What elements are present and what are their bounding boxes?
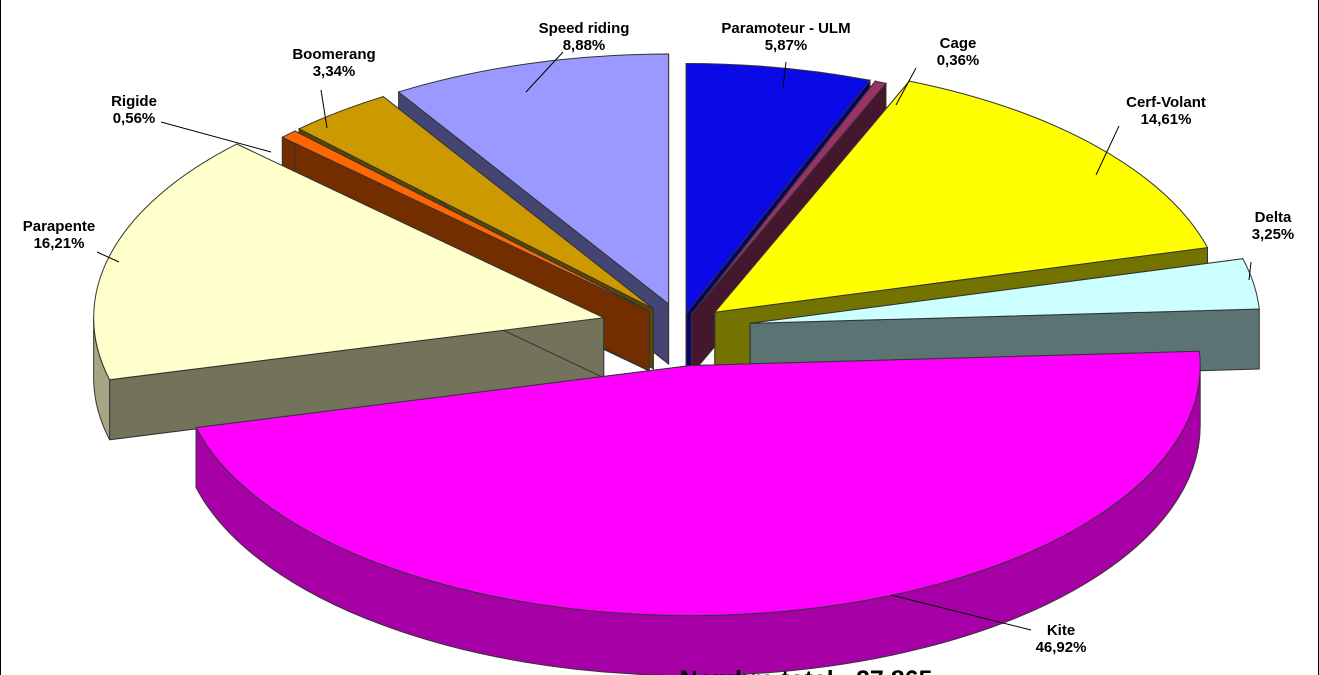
- slice-top: [690, 80, 887, 315]
- slice-label: Parapente: [23, 218, 96, 235]
- slice-percent: 0,36%: [937, 52, 980, 69]
- slice-percent: 3,34%: [313, 63, 356, 80]
- slice-top: [195, 350, 1201, 617]
- slice-top: [685, 62, 871, 315]
- leader-line: [895, 67, 917, 106]
- slice-percent: 0,56%: [113, 110, 156, 127]
- leader-line: [160, 121, 272, 153]
- slice-percent: 5,87%: [765, 37, 808, 54]
- leader-line: [96, 251, 120, 263]
- slice-label: Speed riding: [539, 20, 630, 37]
- leader-line: [320, 89, 328, 129]
- slice-percent: 8,88%: [563, 37, 606, 54]
- total-count: Nombre total : 27 865: [680, 666, 933, 675]
- slice-percent: 46,92%: [1036, 639, 1087, 656]
- slice-top: [713, 80, 1209, 313]
- slice-label: Cerf-Volant: [1126, 94, 1206, 111]
- slice-label: Kite: [1047, 622, 1075, 639]
- pie-slice-parapente: [93, 143, 606, 441]
- slice-label: Paramoteur - ULM: [721, 20, 850, 37]
- slice-top: [281, 130, 650, 312]
- leader-line: [782, 61, 787, 89]
- slice-percent: 3,25%: [1252, 226, 1295, 243]
- leader-line: [890, 594, 1032, 631]
- slice-label: Delta: [1255, 209, 1292, 226]
- slice-label: Cage: [940, 35, 977, 52]
- slice-label: Boomerang: [292, 46, 375, 63]
- slice-top: [297, 96, 654, 310]
- leader-line: [1248, 261, 1252, 281]
- slice-percent: 14,61%: [1141, 111, 1192, 128]
- slice-top: [93, 143, 606, 381]
- leader-line: [1095, 125, 1120, 176]
- leader-line: [525, 51, 564, 93]
- slice-percent: 16,21%: [34, 235, 85, 252]
- slice-label: Rigide: [111, 93, 157, 110]
- slice-top: [397, 53, 670, 306]
- pie-slice-kite: [195, 350, 1201, 675]
- slice-top: [750, 258, 1260, 324]
